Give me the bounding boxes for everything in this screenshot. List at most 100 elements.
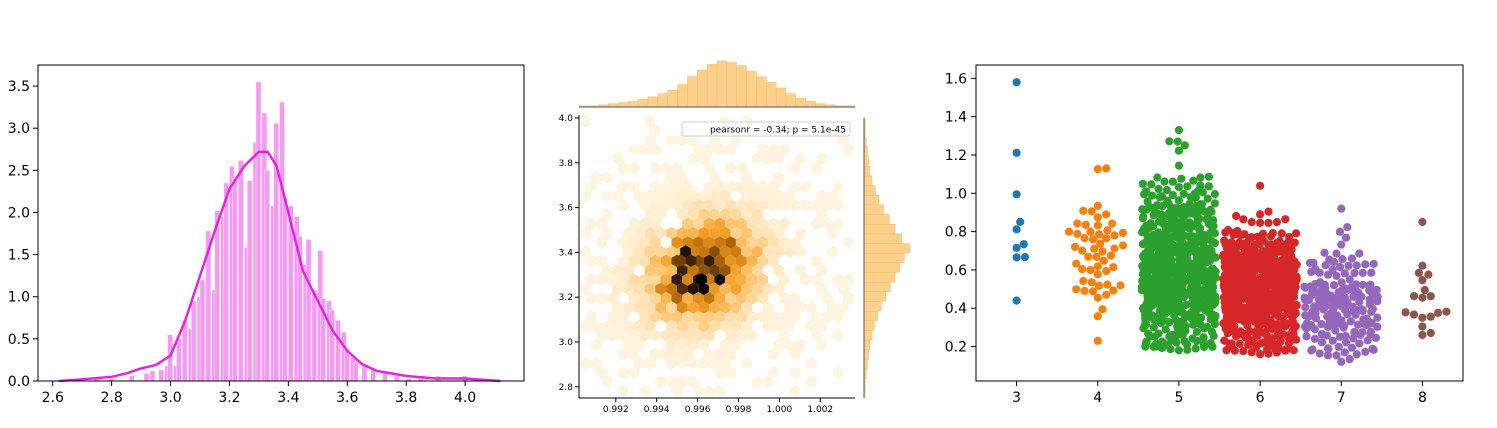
hexbin-cell — [725, 273, 736, 286]
hexbin-cell — [768, 366, 779, 379]
hexbin-cell — [623, 338, 634, 351]
swarm-point — [1073, 229, 1082, 238]
swarm-point — [1285, 233, 1294, 242]
hexbin-cell — [741, 357, 752, 370]
hexbin-cell — [580, 189, 591, 203]
hexbin-cell — [596, 254, 608, 268]
marginal-x-bar — [608, 103, 619, 108]
swarm-point — [1236, 327, 1245, 336]
swarm-point — [1084, 252, 1093, 261]
swarm-point — [1012, 225, 1021, 234]
hexbin-cell — [650, 273, 661, 286]
hexbin-cell — [714, 366, 726, 379]
y-tick-label: 0.8 — [945, 225, 967, 241]
swarm-point — [1310, 334, 1319, 343]
hexbin-cell — [832, 310, 844, 323]
hexbin-cell — [843, 143, 855, 156]
marginal-x-bar — [805, 101, 816, 108]
swarm-point — [1292, 229, 1301, 238]
hexbin-cell — [655, 282, 667, 296]
hexbin-cell — [671, 273, 683, 286]
histogram-bar — [329, 310, 335, 382]
hexbin-cell — [580, 115, 591, 128]
hexbin-cell — [784, 189, 795, 203]
hexbin-cell — [709, 264, 720, 277]
hexbin-cell — [633, 301, 645, 314]
swarm-point — [1093, 336, 1102, 345]
marginal-x-bar — [775, 87, 787, 108]
hexbin-cell — [719, 357, 731, 370]
swarm-point — [1323, 344, 1332, 353]
hexbin-cell — [714, 310, 726, 323]
hexbin-cell — [666, 301, 677, 314]
swarm-point — [1352, 280, 1361, 289]
hexbin-cell — [768, 310, 779, 323]
swarm-point — [1337, 240, 1346, 249]
swarm-point — [1277, 229, 1286, 238]
hexbin-cell — [676, 338, 688, 351]
swarm-point — [1343, 223, 1352, 232]
swarm-y-ticks: 0.2 0.4 0.6 0.8 1.0 1.2 1.4 1.6 — [945, 71, 976, 356]
x-tick-label: 0.996 — [685, 405, 711, 415]
hexbin-cell — [789, 180, 801, 193]
hexbin-cell — [623, 282, 634, 296]
swarm-point — [1154, 217, 1164, 226]
marginal-y-bar — [863, 330, 873, 341]
hexbin-cell — [633, 226, 645, 240]
hexbin-cell — [693, 217, 704, 230]
hexbin-cell — [778, 143, 790, 156]
swarm-point — [1073, 219, 1082, 228]
hexbin-cell — [725, 180, 736, 193]
hexbin-cell — [805, 357, 817, 370]
hexbin-cell — [639, 254, 650, 268]
hexbin-cell — [676, 357, 688, 370]
x-tick-label: 2.8 — [101, 390, 123, 406]
histogram-bar — [394, 375, 400, 382]
swarm-point — [1102, 164, 1111, 173]
y-tick-label: 3.4 — [559, 248, 574, 258]
hexbin-cell — [639, 217, 650, 230]
marginal-y-bar — [863, 185, 876, 196]
hexbin-cell — [693, 329, 704, 342]
swarm-point — [1302, 332, 1311, 341]
hexbin-cell — [752, 189, 763, 203]
swarm-point — [1177, 174, 1186, 183]
hexbin-cell — [612, 282, 624, 296]
swarm-point — [1098, 305, 1107, 314]
marginal-x-bar — [746, 70, 757, 108]
hexbin-cell — [752, 375, 763, 389]
histogram-bar — [344, 348, 350, 382]
swarm-x-ticks: 3 4 5 6 7 8 — [1012, 381, 1427, 406]
histogram-bars — [93, 81, 468, 382]
swarm-point — [1149, 323, 1158, 332]
histogram-bar — [232, 178, 238, 382]
swarm-point — [1098, 247, 1107, 256]
swarm-point — [1202, 322, 1212, 331]
hexbin-cell — [666, 226, 677, 240]
hexbin-cell — [628, 217, 640, 230]
swarm-points — [1012, 78, 1451, 366]
hexbin-cell — [757, 292, 769, 305]
hexbin-cell — [778, 310, 790, 323]
swarm-point — [1418, 322, 1427, 331]
swarm-point — [1340, 269, 1349, 278]
hexbin-cell — [580, 226, 591, 240]
swarm-point — [1086, 265, 1095, 275]
marginal-x-bar — [628, 101, 639, 108]
hexbin-cell — [746, 292, 758, 305]
swarm-point — [1103, 280, 1112, 289]
hexbin-cell — [805, 375, 817, 389]
hexbin-cell — [682, 236, 693, 249]
swarm-point — [1334, 342, 1343, 351]
hexbin-cell — [644, 357, 656, 370]
hexbin-cell — [687, 152, 699, 165]
hexbin-cell — [650, 254, 661, 268]
hexbin-cell — [666, 375, 677, 389]
swarm-point — [1088, 287, 1098, 296]
swarm-point — [1256, 210, 1265, 219]
swarm-point — [1183, 182, 1192, 191]
hexbin-cell — [730, 226, 742, 240]
swarm-point — [1165, 137, 1174, 146]
swarm-point — [1363, 336, 1372, 345]
